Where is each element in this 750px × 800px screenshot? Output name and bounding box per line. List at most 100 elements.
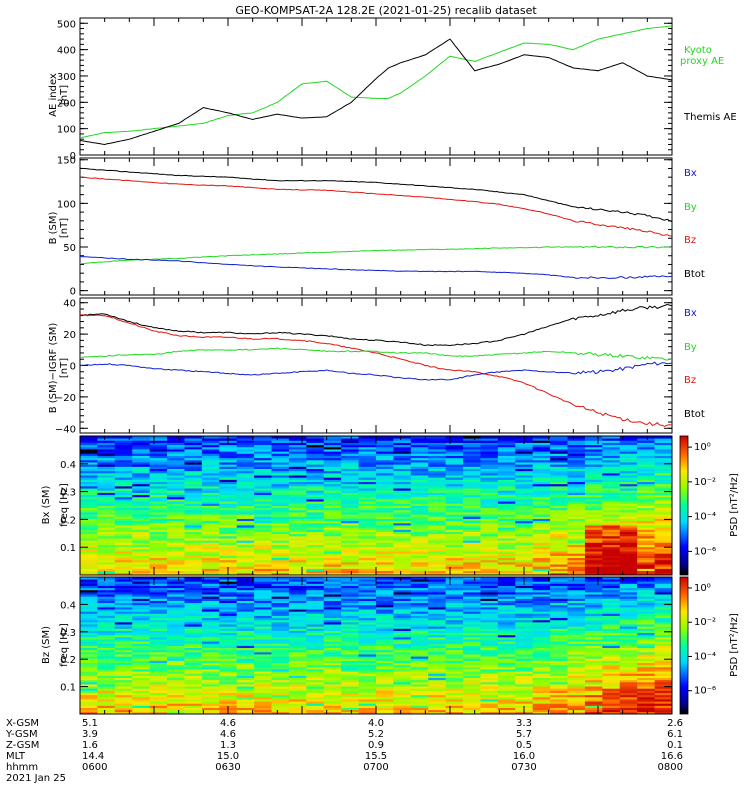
spectrogram-cell bbox=[480, 551, 499, 554]
spectrogram-cell bbox=[323, 669, 342, 672]
spectrogram-cell bbox=[376, 589, 394, 593]
spectrogram-cell bbox=[254, 459, 272, 463]
spectrogram-cell bbox=[288, 617, 307, 621]
spectrogram-cell bbox=[637, 630, 655, 634]
spectrogram-cell bbox=[271, 498, 290, 502]
spectrogram-cell bbox=[323, 634, 342, 638]
spectrogram-cell bbox=[463, 684, 481, 687]
spectrogram-cell bbox=[602, 444, 621, 448]
spectrogram-cell bbox=[410, 688, 429, 691]
spectrogram-cell bbox=[637, 512, 655, 515]
spectrogram-cell bbox=[114, 520, 133, 524]
spectrogram-cell bbox=[341, 645, 359, 649]
spectrogram-cell bbox=[358, 587, 377, 591]
spectrogram-cell bbox=[80, 649, 98, 653]
spectrogram-cell bbox=[445, 684, 464, 687]
spectrogram-cell bbox=[445, 483, 464, 487]
spectrogram-cell bbox=[219, 673, 238, 676]
spectrogram-cell bbox=[80, 596, 98, 599]
spectrogram-cell bbox=[584, 645, 603, 649]
spectrogram-cell bbox=[97, 630, 116, 634]
spectrogram-cell bbox=[480, 611, 499, 614]
spectrogram-cell bbox=[184, 673, 203, 676]
spectrogram-cell bbox=[149, 692, 168, 696]
spectrogram-cell bbox=[114, 594, 133, 597]
spectrogram-cell bbox=[637, 692, 655, 696]
spectrogram-cell bbox=[619, 602, 638, 606]
spectrogram-cell bbox=[167, 481, 185, 485]
spectrogram-cell bbox=[219, 488, 238, 491]
spectrogram-cell bbox=[497, 527, 516, 530]
spectrogram-cell bbox=[132, 604, 151, 608]
spectrogram-cell bbox=[550, 440, 568, 443]
spectrogram-cell bbox=[80, 475, 98, 478]
spectrogram-cell bbox=[201, 566, 220, 569]
spectrogram-cell bbox=[463, 529, 481, 532]
spectrogram-cell bbox=[97, 690, 116, 693]
spectrogram-cell bbox=[637, 533, 655, 537]
spectrogram-cell bbox=[445, 632, 464, 636]
spectrogram-cell bbox=[80, 457, 98, 461]
spectrogram-cell bbox=[184, 606, 203, 610]
spectrogram-cell bbox=[393, 624, 412, 627]
spectrogram-cell bbox=[358, 585, 377, 589]
spectrogram-cell bbox=[288, 490, 307, 493]
spectrogram-cell bbox=[550, 490, 568, 493]
spectrogram-cell bbox=[132, 630, 151, 634]
spectrogram-cell bbox=[637, 626, 655, 629]
bsm-legend-by: By bbox=[684, 202, 697, 213]
spectrogram-cell bbox=[410, 453, 429, 456]
spectrogram-cell bbox=[149, 645, 168, 649]
spectrogram-cell bbox=[149, 684, 168, 687]
spectrogram-cell bbox=[584, 615, 603, 619]
spectrogram-cell bbox=[341, 664, 359, 668]
spectrogram-cell bbox=[497, 677, 516, 681]
spectrogram-cell bbox=[550, 681, 568, 685]
spectrogram-cell bbox=[149, 509, 168, 513]
spectrogram-cell bbox=[254, 613, 272, 616]
spectrogram-cell bbox=[97, 498, 116, 502]
spectrogram-cell bbox=[567, 553, 586, 556]
spectrogram-cell bbox=[149, 451, 168, 454]
spectrogram-cell bbox=[219, 645, 238, 649]
spectrogram-cell bbox=[410, 466, 429, 469]
spectrogram-cell bbox=[376, 666, 394, 670]
spectrogram-cell bbox=[236, 604, 255, 608]
spectrogram-cell bbox=[410, 492, 429, 496]
spectrogram-cell bbox=[288, 572, 307, 576]
spectrogram-cell bbox=[445, 566, 464, 569]
spectrogram-cell bbox=[393, 664, 412, 668]
spectrogram-cell bbox=[167, 514, 185, 517]
spectrogram-cell bbox=[480, 494, 499, 498]
spectrogram-cell bbox=[515, 512, 534, 515]
spectrogram-cell bbox=[654, 598, 673, 601]
spectrogram-cell bbox=[584, 520, 603, 524]
spectrogram-cell bbox=[219, 453, 238, 456]
spectrogram-cell bbox=[567, 660, 586, 664]
spectrogram-cell bbox=[114, 617, 133, 621]
spectrogram-cell bbox=[567, 587, 586, 591]
spectrogram-cell bbox=[114, 604, 133, 608]
y-tick-label: 0.2 bbox=[60, 515, 76, 526]
spectrogram-cell bbox=[497, 501, 516, 504]
spectrogram-cell bbox=[393, 518, 412, 522]
spectrogram-cell bbox=[480, 675, 499, 679]
spectrogram-cell bbox=[254, 681, 272, 685]
spectrogram-cell bbox=[97, 679, 116, 683]
spectrogram-cell bbox=[463, 509, 481, 513]
spectrogram-cell bbox=[149, 446, 168, 450]
spectrogram-cell bbox=[341, 507, 359, 511]
spectrogram-cell bbox=[132, 444, 151, 448]
spectrogram-cell bbox=[619, 658, 638, 661]
spectrogram-cell bbox=[410, 696, 429, 700]
spectrogram-cell bbox=[132, 466, 151, 469]
spectrogram-cell bbox=[236, 551, 255, 554]
spectrogram-cell bbox=[323, 579, 342, 582]
spectrogram-cell bbox=[463, 634, 481, 638]
spectrogram-cell bbox=[149, 494, 168, 498]
spectrogram-cell bbox=[80, 694, 98, 698]
spectrogram-cell bbox=[254, 662, 272, 666]
spectrogram-cell bbox=[341, 609, 359, 612]
spectrogram-cell bbox=[376, 498, 394, 502]
spectrogram-cell bbox=[358, 481, 377, 485]
